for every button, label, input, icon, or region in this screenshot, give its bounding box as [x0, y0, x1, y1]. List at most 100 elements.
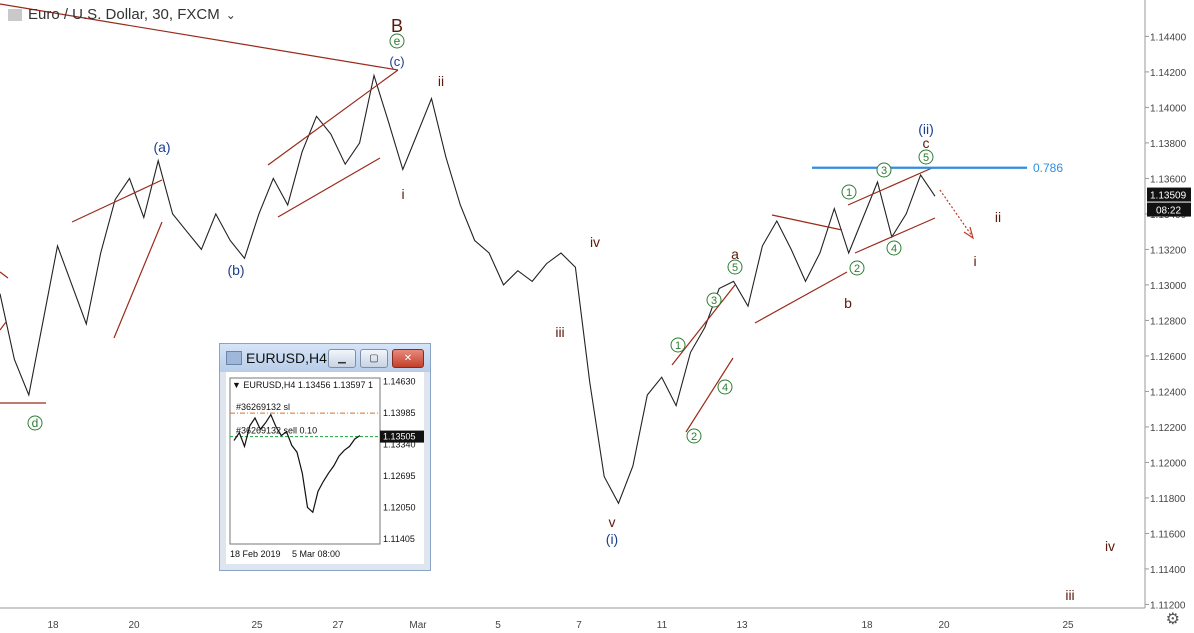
x-tick-label: 25 — [251, 620, 263, 631]
wave-label: (ii) — [918, 121, 934, 137]
chevron-down-icon[interactable]: ⌄ — [225, 7, 236, 22]
y-tick-label: 1.14000 — [1150, 103, 1187, 114]
inset-last-value: 1.13505 — [383, 432, 416, 442]
inset-last-tag — [380, 430, 424, 443]
y-tick-label: 1.11800 — [1150, 494, 1186, 505]
wave-label: d — [32, 416, 39, 430]
wave-label: v — [609, 514, 616, 530]
channel-line — [71, 179, 163, 223]
wave-label: 5 — [732, 262, 738, 274]
x-tick-label: 18 — [861, 620, 873, 631]
y-tick-label: 1.13200 — [1150, 245, 1187, 256]
wave-label: 2 — [854, 263, 860, 275]
x-tick-label: 5 — [495, 620, 501, 631]
wave-circle — [717, 379, 733, 395]
wave-label: iv — [590, 234, 600, 250]
close-button[interactable]: ✕ — [392, 349, 424, 368]
x-tick-label: 20 — [128, 620, 140, 631]
y-tick-label: 1.12000 — [1150, 458, 1187, 469]
inset-chart-body[interactable]: ▼ EURUSD,H4 1.13456 1.13597 1 1.14630 1.13… — [226, 372, 424, 564]
y-tick-label: 1.12200 — [1150, 423, 1187, 434]
wave-label: a — [731, 246, 739, 262]
y-tick-label: 1.13600 — [1150, 174, 1187, 185]
x-tick-label: 13 — [736, 620, 748, 631]
countdown-tag — [1147, 202, 1191, 217]
y-tick-label: 1.14400 — [1150, 32, 1187, 43]
channel-line — [854, 217, 936, 254]
inset-y-tick-label: 1.12050 — [383, 502, 416, 512]
maximize-button[interactable]: ▢ — [360, 349, 388, 368]
inset-x-tick-label: 18 Feb 2019 — [230, 549, 281, 559]
x-tick-label: 11 — [657, 620, 668, 631]
wave-label: ii — [995, 209, 1001, 225]
wave-circle — [886, 240, 902, 256]
inset-y-tick-label: 1.11405 — [383, 534, 415, 544]
x-tick-label: 20 — [938, 620, 950, 631]
wave-label: iii — [555, 324, 564, 340]
inset-y-tick-label: 1.14630 — [383, 376, 416, 386]
wave-label: (i) — [606, 531, 618, 547]
channel-line — [267, 69, 399, 166]
last-price-tag — [1147, 187, 1191, 202]
forecast-arrow — [939, 189, 973, 237]
y-tick-label: 1.12600 — [1150, 352, 1187, 363]
chart-header: Euro / U.S. Dollar, 30, FXCM ⌄ — [8, 6, 236, 23]
wave-label: ii — [438, 73, 444, 89]
wave-circle — [849, 260, 865, 276]
wave-label: iii — [1065, 587, 1074, 603]
wave-circle — [727, 259, 743, 275]
wave-label: 5 — [923, 152, 929, 164]
inset-sl-label: #36269132 sl — [236, 402, 290, 412]
wave-circle — [27, 415, 43, 431]
inset-legend: ▼ EURUSD,H4 1.13456 1.13597 1 — [232, 380, 373, 390]
wave-label: c — [923, 135, 930, 151]
x-tick-label: 18 — [47, 620, 59, 631]
chart-window-icon — [226, 351, 242, 365]
wave-circle — [876, 162, 892, 178]
inset-x-tick-label: 5 Mar 08:00 — [292, 549, 340, 559]
inset-plot-frame — [229, 377, 381, 545]
y-tick-label: 1.11200 — [1150, 600, 1186, 611]
y-tick-label: 1.14200 — [1150, 68, 1187, 79]
inset-titlebar[interactable]: EURUSD,H4 ▁ ▢ ✕ — [220, 344, 430, 372]
wave-label: 1 — [675, 340, 681, 352]
gear-icon[interactable]: ⚙ — [1165, 611, 1180, 628]
fib-level-label: 0.786 — [1033, 161, 1063, 175]
inset-y-tick-label: 1.12695 — [383, 471, 416, 481]
wave-label: b — [844, 295, 852, 311]
y-tick-label: 1.11400 — [1150, 565, 1186, 576]
channel-line — [0, 3, 399, 71]
wave-label: (a) — [153, 139, 170, 155]
channel-line — [771, 214, 843, 231]
y-tick-label: 1.13800 — [1150, 139, 1187, 150]
wave-label: 2 — [691, 431, 697, 443]
channel-line — [754, 271, 848, 324]
x-tick-label: 27 — [332, 620, 344, 631]
inset-window[interactable]: EURUSD,H4 ▁ ▢ ✕ ▼ EURUSD,H4 1.13456 1.13… — [219, 343, 431, 571]
wave-label: 3 — [711, 295, 717, 307]
channel-line — [671, 284, 736, 366]
channel-line — [0, 271, 9, 279]
minimize-button[interactable]: ▁ — [328, 349, 356, 368]
y-tick-label: 1.13000 — [1150, 281, 1187, 292]
inset-chart: ▼ EURUSD,H4 1.13456 1.13597 1 1.14630 1.13… — [229, 376, 424, 559]
wave-label: 3 — [881, 165, 887, 177]
last-price-value: 1.13509 — [1150, 191, 1187, 202]
wave-label: B — [391, 16, 403, 36]
wave-label: (c) — [389, 54, 404, 69]
wave-circle — [841, 184, 857, 200]
wave-label: i — [401, 186, 404, 202]
y-tick-label: 1.11600 — [1150, 529, 1186, 540]
wave-label: 4 — [722, 382, 728, 394]
channel-line — [685, 357, 734, 433]
wave-label: i — [973, 253, 976, 269]
symbol-title[interactable]: Euro / U.S. Dollar, 30, FXCM — [28, 6, 220, 23]
wave-circle — [670, 337, 686, 353]
wave-circle — [389, 33, 405, 49]
wave-label: 1 — [846, 187, 852, 199]
channel-line — [113, 221, 163, 339]
wave-label: 4 — [891, 243, 897, 255]
wave-label: (b) — [227, 262, 244, 278]
